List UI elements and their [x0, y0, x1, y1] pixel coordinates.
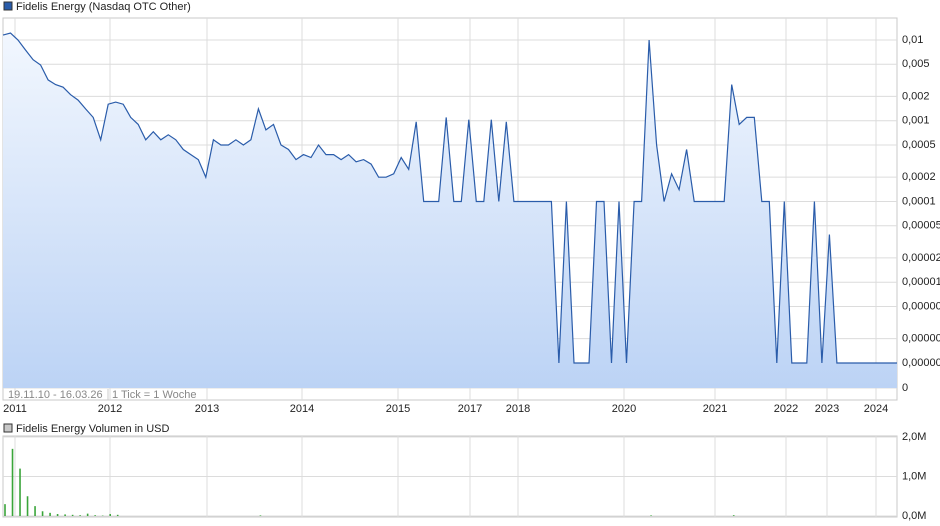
volume-bar: [64, 514, 66, 516]
volume-bar: [11, 448, 14, 516]
y-tick-label: 0,01: [902, 34, 923, 46]
x-tick-label: 2017: [458, 403, 482, 415]
y-tick-label: 0,005: [902, 58, 930, 70]
volume-bar: [79, 515, 81, 516]
volume-bar: [116, 514, 119, 516]
y-tick-label: 0,0002: [902, 171, 936, 183]
x-tick-label: 2020: [612, 403, 636, 415]
volume-bar: [71, 514, 74, 516]
y-tick-label: 0,00000: [902, 300, 940, 312]
volume-bar: [94, 515, 96, 516]
x-tick-label: 2022: [774, 403, 798, 415]
area: [3, 33, 897, 388]
legend-swatch: [3, 1, 13, 11]
volume-bar: [4, 504, 6, 516]
y-tick-label: 0,0005: [902, 139, 936, 151]
y-tick-label: 0,00001: [902, 276, 940, 288]
volume-bar: [86, 513, 89, 516]
y-tick-label: 0,002: [902, 90, 930, 102]
y-tick-label: 0,0001: [902, 195, 936, 207]
date-range: 19.11.10 - 16.03.26: [8, 389, 103, 401]
y-tick-label: 0,001: [902, 115, 930, 127]
y-tick-label: 0,00000: [902, 357, 940, 369]
legend-label: Fidelis Energy (Nasdaq OTC Other): [16, 1, 191, 13]
y-tick-label: 2,0M: [902, 431, 926, 443]
volume-bar: [109, 514, 111, 516]
x-tick-label: 2015: [386, 403, 410, 415]
volume-bar: [259, 515, 262, 516]
x-tick-label: 2024: [864, 403, 888, 415]
volume-bar: [41, 511, 44, 516]
line: [2, 32, 897, 364]
volume-bar: [49, 512, 51, 516]
y-tick-label: 0,00002: [902, 252, 940, 264]
volume-bar: [19, 468, 21, 516]
tick-note: 1 Tick = 1 Woche: [112, 389, 196, 401]
x-tick-label: 2013: [195, 403, 219, 415]
volume-bar: [34, 506, 36, 516]
x-tick-label: 2023: [815, 403, 839, 415]
y-tick-label: 0,00005: [902, 220, 940, 232]
x-tick-label: 2018: [506, 403, 530, 415]
x-tick-label: 2011: [3, 403, 27, 415]
x-tick-label: 2014: [290, 403, 314, 415]
legend-swatch: [3, 423, 13, 433]
y-tick-label: 0: [902, 382, 908, 394]
volume-bar: [56, 514, 59, 516]
volume-bar: [26, 496, 29, 516]
volume-bar: [732, 515, 735, 516]
y-tick-label: 0,00000: [902, 333, 940, 345]
volume-bar: [650, 515, 652, 516]
y-tick-label: 0,0M: [902, 510, 926, 522]
y-tick-label: 1,0M: [902, 470, 926, 482]
x-tick-label: 2021: [703, 403, 727, 415]
x-tick-label: 2012: [98, 403, 122, 415]
legend-label: Fidelis Energy Volumen in USD: [16, 423, 170, 435]
